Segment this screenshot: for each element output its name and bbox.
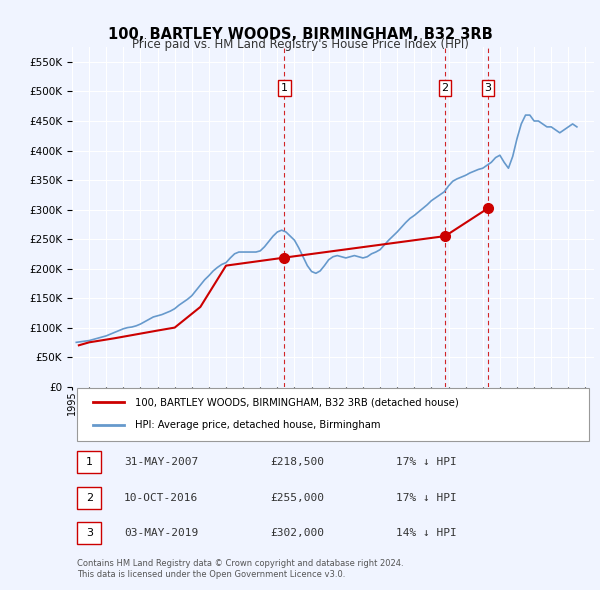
Text: 3: 3 bbox=[86, 528, 93, 538]
Text: HPI: Average price, detached house, Birmingham: HPI: Average price, detached house, Birm… bbox=[134, 421, 380, 431]
Text: 100, BARTLEY WOODS, BIRMINGHAM, B32 3RB (detached house): 100, BARTLEY WOODS, BIRMINGHAM, B32 3RB … bbox=[134, 397, 458, 407]
Text: £255,000: £255,000 bbox=[271, 493, 325, 503]
Text: 2: 2 bbox=[442, 83, 449, 93]
Text: 1: 1 bbox=[281, 83, 288, 93]
Text: 17% ↓ HPI: 17% ↓ HPI bbox=[395, 493, 457, 503]
Text: 03-MAY-2019: 03-MAY-2019 bbox=[124, 528, 199, 538]
Text: 17% ↓ HPI: 17% ↓ HPI bbox=[395, 457, 457, 467]
FancyBboxPatch shape bbox=[77, 487, 101, 509]
Text: 3: 3 bbox=[484, 83, 491, 93]
Text: 10-OCT-2016: 10-OCT-2016 bbox=[124, 493, 199, 503]
FancyBboxPatch shape bbox=[77, 522, 101, 545]
Text: £302,000: £302,000 bbox=[271, 528, 325, 538]
Text: Contains HM Land Registry data © Crown copyright and database right 2024.
This d: Contains HM Land Registry data © Crown c… bbox=[77, 559, 404, 579]
Text: 1: 1 bbox=[86, 457, 93, 467]
Text: 2: 2 bbox=[86, 493, 93, 503]
Text: Price paid vs. HM Land Registry's House Price Index (HPI): Price paid vs. HM Land Registry's House … bbox=[131, 38, 469, 51]
Text: 31-MAY-2007: 31-MAY-2007 bbox=[124, 457, 199, 467]
Text: 100, BARTLEY WOODS, BIRMINGHAM, B32 3RB: 100, BARTLEY WOODS, BIRMINGHAM, B32 3RB bbox=[107, 27, 493, 41]
Text: £218,500: £218,500 bbox=[271, 457, 325, 467]
FancyBboxPatch shape bbox=[77, 451, 101, 473]
Text: 14% ↓ HPI: 14% ↓ HPI bbox=[395, 528, 457, 538]
